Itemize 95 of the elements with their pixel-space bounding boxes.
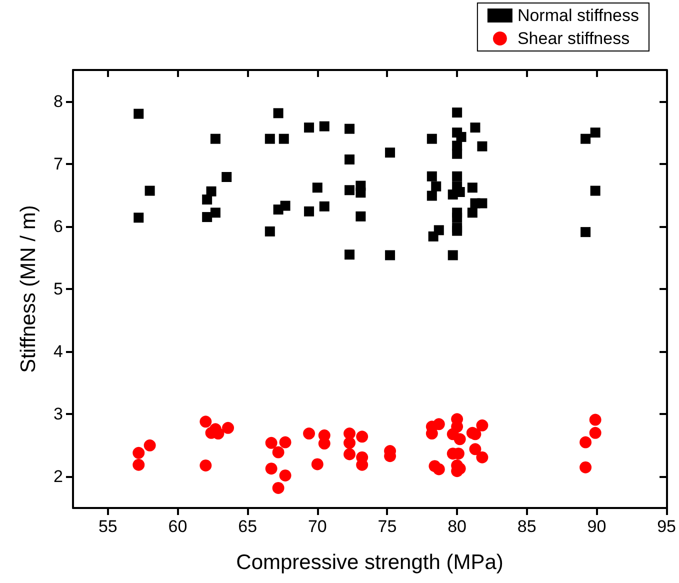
- point: [589, 426, 602, 439]
- point: [280, 200, 290, 211]
- point: [344, 124, 355, 134]
- y-tick-label: 5: [54, 280, 63, 298]
- point: [304, 122, 314, 133]
- point: [303, 428, 316, 440]
- x-tick-label: 85: [517, 517, 536, 536]
- point: [580, 436, 592, 448]
- point: [279, 469, 292, 482]
- point: [273, 108, 284, 118]
- point: [385, 148, 396, 158]
- point: [344, 436, 356, 449]
- point: [144, 186, 155, 196]
- legend-label: Shear stiffness: [517, 29, 630, 48]
- point: [356, 211, 366, 222]
- x-tick-label: 55: [98, 517, 118, 536]
- y-axis-title: Stiffness (MN / m): [17, 205, 40, 373]
- point: [202, 212, 212, 222]
- x-axis-title: Compressive strength (MPa): [236, 551, 504, 574]
- point: [206, 186, 216, 196]
- point: [132, 446, 145, 459]
- point: [590, 128, 600, 138]
- point: [477, 141, 488, 152]
- x-tick-label: 90: [587, 517, 606, 536]
- point: [476, 451, 488, 464]
- point: [272, 482, 284, 494]
- point: [467, 208, 478, 218]
- point: [356, 430, 368, 443]
- point: [222, 172, 232, 182]
- point: [432, 463, 445, 476]
- x-tick-label: 70: [308, 517, 327, 536]
- x-tick-label: 60: [168, 517, 188, 536]
- point: [452, 226, 462, 236]
- point: [304, 206, 314, 216]
- point: [580, 227, 591, 238]
- point: [344, 185, 355, 196]
- point: [452, 171, 462, 182]
- point: [476, 419, 488, 432]
- point: [448, 250, 458, 260]
- point: [467, 182, 478, 193]
- point: [452, 212, 462, 223]
- point: [452, 148, 462, 159]
- point: [454, 433, 466, 446]
- point: [344, 154, 355, 164]
- point: [265, 462, 278, 475]
- point: [385, 250, 396, 260]
- point: [456, 132, 466, 142]
- point: [264, 226, 275, 236]
- point: [210, 134, 220, 144]
- point: [432, 418, 445, 430]
- point: [144, 439, 156, 452]
- x-tick-label: 65: [238, 517, 258, 536]
- point: [452, 108, 462, 118]
- point: [580, 461, 592, 474]
- point: [344, 250, 355, 260]
- point: [589, 414, 602, 426]
- point: [210, 208, 220, 218]
- y-tick-label: 7: [54, 154, 63, 174]
- point: [344, 448, 356, 460]
- y-tick-label: 2: [54, 467, 63, 486]
- point: [426, 171, 437, 182]
- point: [431, 181, 442, 192]
- point: [311, 458, 324, 470]
- point: [426, 190, 437, 201]
- point: [222, 422, 234, 434]
- y-tick-label: 4: [54, 342, 63, 362]
- x-tick-label: 80: [448, 517, 467, 536]
- point: [469, 443, 482, 456]
- point: [428, 231, 438, 242]
- point: [470, 122, 480, 133]
- y-tick-label: 8: [54, 92, 63, 111]
- point: [319, 121, 330, 132]
- point: [200, 459, 212, 472]
- point: [319, 201, 330, 212]
- point: [265, 436, 278, 449]
- point: [426, 134, 437, 144]
- point: [132, 458, 145, 471]
- point: [580, 134, 591, 144]
- point: [312, 182, 322, 193]
- point: [272, 446, 284, 458]
- point: [134, 212, 144, 223]
- y-tick-label: 6: [54, 216, 63, 236]
- x-tick-label: 75: [378, 517, 397, 536]
- point: [134, 108, 144, 119]
- point: [590, 186, 600, 196]
- point: [356, 188, 366, 198]
- y-tick-label: 3: [54, 404, 63, 424]
- point: [200, 416, 212, 428]
- point: [278, 134, 289, 144]
- point: [318, 438, 330, 450]
- point: [279, 436, 292, 448]
- x-tick-label: 95: [657, 517, 676, 536]
- point: [264, 134, 275, 144]
- legend-label: Normal stiffness: [517, 6, 640, 25]
- point: [477, 198, 488, 208]
